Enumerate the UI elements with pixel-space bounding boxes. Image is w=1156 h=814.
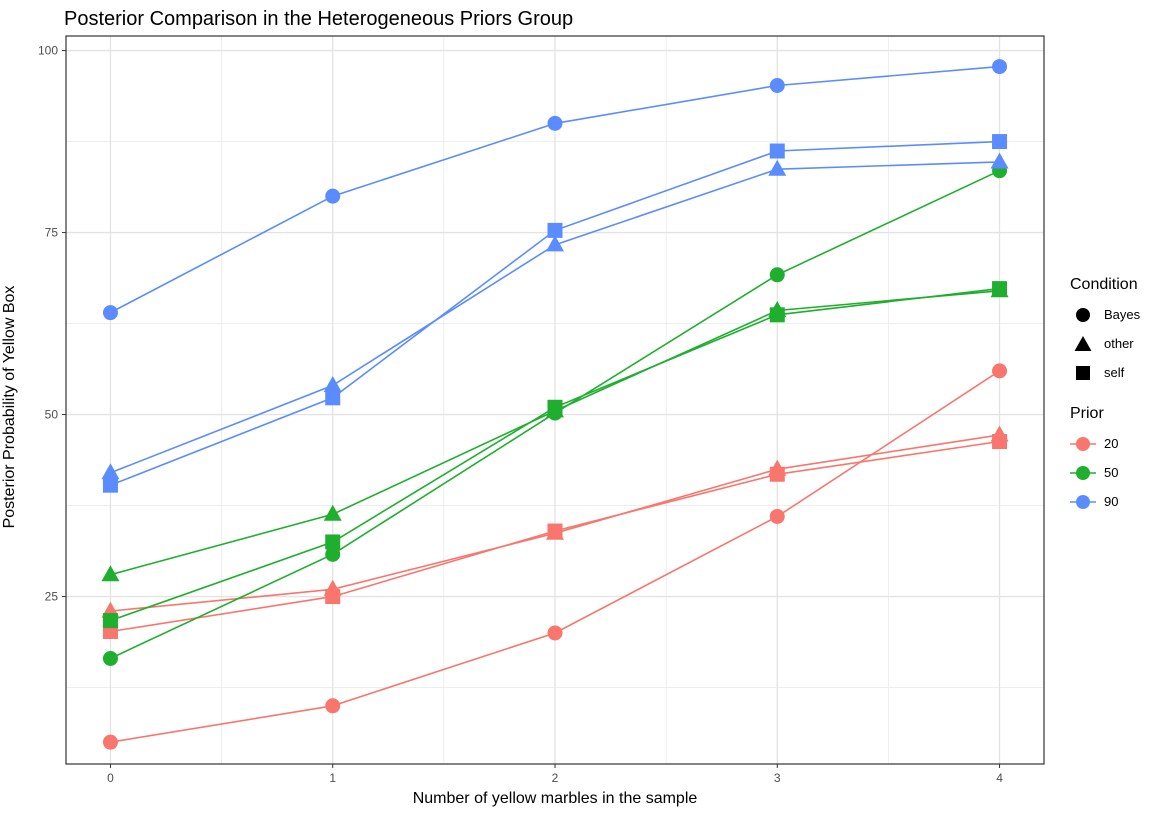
legend-label-bayes: Bayes	[1104, 307, 1141, 322]
square-icon	[1070, 361, 1096, 385]
x-tick-label: 4	[996, 771, 1003, 785]
legend-item-other: other	[1070, 329, 1140, 358]
prior-legend-title: Prior	[1070, 405, 1104, 422]
chart-title: Posterior Comparison in the Heterogeneou…	[64, 8, 574, 30]
prior-90-key-icon	[1070, 490, 1096, 514]
legend-label-prior-20: 20	[1104, 436, 1119, 451]
y-tick-label: 100	[38, 44, 58, 58]
legend-item-prior-20: 20	[1070, 429, 1140, 458]
data-point-prior-50-self	[325, 534, 341, 550]
data-point-prior-20-self	[992, 433, 1008, 449]
data-point-prior-50-self	[992, 281, 1008, 297]
data-point-prior-90-bayes	[102, 305, 118, 321]
data-point-prior-90-self	[102, 477, 118, 493]
data-point-prior-90-bayes	[325, 188, 341, 204]
data-point-prior-90-other	[990, 152, 1009, 169]
data-point-prior-90-self	[992, 134, 1008, 150]
legend-item-bayes: Bayes	[1070, 300, 1140, 329]
y-axis-label: Posterior Probability of Yellow Box	[1, 285, 18, 529]
data-point-prior-50-bayes	[325, 546, 341, 562]
x-tick-label: 2	[552, 771, 559, 785]
x-tick-label: 0	[107, 771, 114, 785]
data-point-prior-90-other	[546, 235, 564, 252]
data-point-prior-90-self	[769, 143, 785, 159]
legend-item-self: self	[1070, 358, 1140, 387]
x-tick-label: 3	[774, 771, 781, 785]
legend-item-prior-90: 90	[1070, 487, 1140, 516]
x-axis-label: Number of yellow marbles in the sample	[412, 790, 698, 807]
data-point-prior-50-other	[323, 504, 342, 521]
data-point-prior-90-self	[547, 222, 563, 238]
data-point-prior-90-other	[101, 463, 120, 480]
data-point-prior-50-bayes	[102, 650, 118, 666]
data-point-prior-50-self	[769, 307, 785, 323]
y-tick-label: 75	[45, 226, 59, 240]
data-point-prior-20-bayes	[325, 698, 341, 714]
data-point-prior-90-self	[325, 390, 341, 406]
data-point-prior-20-bayes	[102, 734, 118, 750]
data-point-prior-90-bayes	[992, 59, 1008, 75]
data-point-prior-20-self	[547, 523, 563, 539]
condition-legend: Condition Bayes other self	[1070, 276, 1140, 387]
prior-20-key-icon	[1070, 432, 1096, 456]
data-point-prior-20-bayes	[992, 363, 1008, 379]
data-point-prior-50-self	[547, 399, 563, 415]
data-point-prior-50-bayes	[769, 267, 785, 283]
y-tick-label: 50	[45, 408, 59, 422]
legend-item-prior-50: 50	[1070, 458, 1140, 487]
condition-legend-title: Condition	[1070, 276, 1138, 293]
data-point-prior-20-bayes	[547, 625, 563, 641]
legend-label-prior-90: 90	[1104, 494, 1119, 509]
prior-50-key-icon	[1070, 461, 1096, 485]
circle-icon	[1070, 303, 1096, 327]
x-tick-label: 1	[329, 771, 336, 785]
legend-label-other: other	[1104, 336, 1134, 351]
y-tick-label: 25	[45, 590, 59, 604]
data-point-prior-50-other	[101, 565, 120, 582]
data-point-prior-90-other	[768, 159, 787, 176]
data-point-prior-90-other	[323, 375, 342, 392]
legend: Condition Bayes other self Prior 20 50 9…	[1070, 276, 1140, 516]
prior-legend: Prior 20 50 90	[1070, 405, 1140, 516]
data-point-prior-50-self	[102, 613, 118, 629]
data-point-prior-20-bayes	[769, 508, 785, 524]
data-point-prior-90-bayes	[769, 78, 785, 94]
data-point-prior-20-self	[325, 589, 341, 605]
triangle-icon	[1070, 332, 1096, 356]
legend-label-self: self	[1104, 365, 1125, 380]
legend-label-prior-50: 50	[1104, 465, 1119, 480]
data-point-prior-90-bayes	[547, 115, 563, 131]
data-point-prior-20-self	[769, 466, 785, 482]
